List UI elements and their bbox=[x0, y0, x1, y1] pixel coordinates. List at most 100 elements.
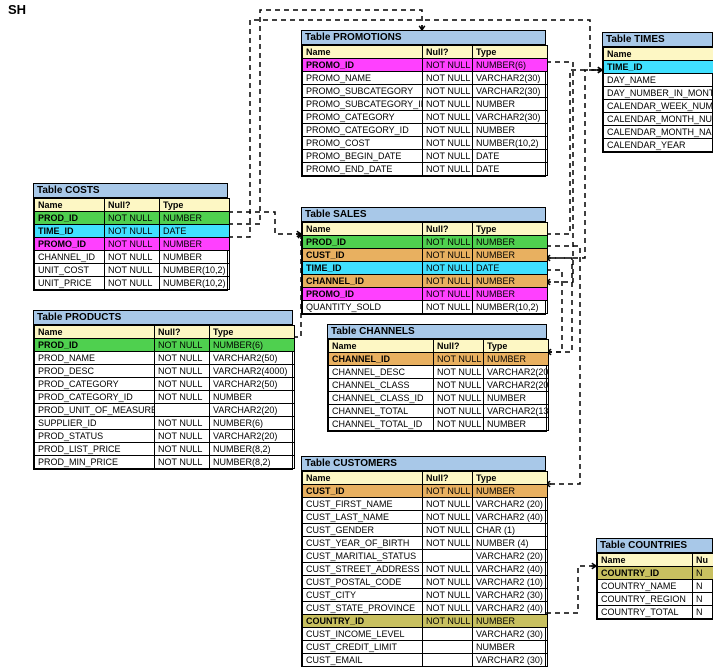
cell-name: PROD_NAME bbox=[35, 352, 155, 365]
cell-name: PROD_CATEGORY_ID bbox=[35, 391, 155, 404]
cell-name: CUST_MARITIAL_STATUS bbox=[303, 550, 423, 563]
table-row: UNIT_COSTNOT NULLNUMBER(10,2) bbox=[35, 264, 230, 277]
col-header: Null? bbox=[423, 472, 473, 485]
cell-null: NOT NULL bbox=[434, 353, 484, 366]
cell-type: VARCHAR2(30) bbox=[473, 85, 548, 98]
table-row: CALENDAR_MONTH_NUM bbox=[604, 113, 713, 126]
cell-null: NOT NULL bbox=[434, 379, 484, 392]
table-row: CHANNEL_IDNOT NULLNUMBER bbox=[303, 275, 548, 288]
cell-name: CUST_ID bbox=[303, 249, 423, 262]
cell-name: CHANNEL_CLASS_ID bbox=[329, 392, 434, 405]
table-row: CHANNEL_CLASSNOT NULLVARCHAR2(20) bbox=[329, 379, 549, 392]
cell-type: VARCHAR2 (30) bbox=[473, 589, 548, 602]
table-title: Table PROMOTIONS bbox=[302, 31, 545, 45]
cell-type: NUMBER bbox=[160, 251, 230, 264]
cell-null: NOT NULL bbox=[423, 301, 473, 314]
table-row: TIME_ID bbox=[604, 61, 713, 74]
cell-name: UNIT_COST bbox=[35, 264, 105, 277]
table-title: Table CHANNELS bbox=[328, 325, 546, 339]
cell-name: PROD_ID bbox=[35, 212, 105, 225]
cell-null: NOT NULL bbox=[105, 251, 160, 264]
table-grid: NameNull?TypePROD_IDNOT NULLNUMBERTIME_I… bbox=[34, 198, 230, 290]
cell-name: CUST_ID bbox=[303, 485, 423, 498]
cell-type: NUMBER bbox=[473, 288, 548, 301]
table-row: PROMO_IDNOT NULLNUMBER bbox=[303, 288, 548, 301]
cell-name: DAY_NUMBER_IN_MONTH bbox=[604, 87, 713, 100]
cell-null bbox=[155, 404, 210, 417]
cell-name: PROD_MIN_PRICE bbox=[35, 456, 155, 469]
table-row: PROD_UNIT_OF_MEASUREVARCHAR2(20) bbox=[35, 404, 295, 417]
cell-type: NUMBER bbox=[484, 353, 549, 366]
table-row: COUNTRY_NAMEN bbox=[598, 580, 713, 593]
relationship-line bbox=[546, 62, 573, 282]
table-title: Table SALES bbox=[302, 208, 545, 222]
cell-null: N bbox=[693, 606, 713, 619]
table-products: Table PRODUCTSNameNull?TypePROD_IDNOT NU… bbox=[33, 310, 293, 470]
table-row: COUNTRY_IDNOT NULLNUMBER bbox=[303, 615, 548, 628]
cell-null: NOT NULL bbox=[155, 339, 210, 352]
cell-null: NOT NULL bbox=[423, 236, 473, 249]
cell-type: NUMBER bbox=[473, 485, 548, 498]
cell-type: NUMBER(10,2) bbox=[160, 264, 230, 277]
table-row: PROMO_COSTNOT NULLNUMBER(10,2) bbox=[303, 137, 548, 150]
table-row: TIME_IDNOT NULLDATE bbox=[35, 225, 230, 238]
cell-name: CUST_CITY bbox=[303, 589, 423, 602]
col-header: Null? bbox=[155, 326, 210, 339]
cell-name: CUST_CREDIT_LIMIT bbox=[303, 641, 423, 654]
cell-type: VARCHAR2 (40) bbox=[473, 602, 548, 615]
cell-name: CHANNEL_DESC bbox=[329, 366, 434, 379]
cell-type: NUMBER bbox=[160, 212, 230, 225]
cell-type: NUMBER bbox=[473, 124, 548, 137]
cell-type: NUMBER(10,2) bbox=[473, 137, 548, 150]
table-grid: NameNull?TypePROD_IDNOT NULLNUMBER(6)PRO… bbox=[34, 325, 295, 469]
table-row: CHANNEL_IDNOT NULLNUMBER bbox=[329, 353, 549, 366]
cell-name: CUST_FIRST_NAME bbox=[303, 498, 423, 511]
cell-name: PROMO_ID bbox=[35, 238, 105, 251]
cell-null: NOT NULL bbox=[423, 72, 473, 85]
cell-type: DATE bbox=[160, 225, 230, 238]
cell-name: SUPPLIER_ID bbox=[35, 417, 155, 430]
cell-null: NOT NULL bbox=[105, 225, 160, 238]
cell-type: VARCHAR2 (20) bbox=[473, 498, 548, 511]
cell-name: PROMO_ID bbox=[303, 288, 423, 301]
cell-null: NOT NULL bbox=[423, 563, 473, 576]
cell-name: PROMO_ID bbox=[303, 59, 423, 72]
cell-null: NOT NULL bbox=[423, 498, 473, 511]
cell-null: NOT NULL bbox=[434, 418, 484, 431]
cell-null: NOT NULL bbox=[105, 277, 160, 290]
cell-name: CUST_POSTAL_CODE bbox=[303, 576, 423, 589]
cell-null: NOT NULL bbox=[155, 456, 210, 469]
cell-name: CHANNEL_TOTAL_ID bbox=[329, 418, 434, 431]
cell-name: PROMO_END_DATE bbox=[303, 163, 423, 176]
cell-type: NUMBER(10,2) bbox=[473, 301, 548, 314]
cell-name: CHANNEL_CLASS bbox=[329, 379, 434, 392]
table-row: PROMO_END_DATENOT NULLDATE bbox=[303, 163, 548, 176]
cell-null: NOT NULL bbox=[155, 430, 210, 443]
table-row: PROMO_NAMENOT NULLVARCHAR2(30) bbox=[303, 72, 548, 85]
table-grid: NameNuCOUNTRY_IDNCOUNTRY_NAMENCOUNTRY_RE… bbox=[597, 553, 713, 619]
cell-type: VARCHAR2(20) bbox=[484, 366, 549, 379]
table-title: Table CUSTOMERS bbox=[302, 457, 545, 471]
table-promotions: Table PROMOTIONSNameNull?TypePROMO_IDNOT… bbox=[301, 30, 546, 177]
cell-null: NOT NULL bbox=[105, 212, 160, 225]
cell-null: N bbox=[693, 580, 713, 593]
relationship-line bbox=[546, 258, 572, 352]
table-row: CUST_CREDIT_LIMITNUMBER bbox=[303, 641, 548, 654]
cell-name: DAY_NAME bbox=[604, 74, 713, 87]
cell-null: NOT NULL bbox=[423, 262, 473, 275]
cell-name: PROMO_BEGIN_DATE bbox=[303, 150, 423, 163]
table-row: COUNTRY_TOTALN bbox=[598, 606, 713, 619]
table-row: PROD_DESCNOT NULLVARCHAR2(4000) bbox=[35, 365, 295, 378]
table-row: CUST_POSTAL_CODENOT NULLVARCHAR2 (10) bbox=[303, 576, 548, 589]
table-grid: NameNull?TypeCUST_IDNOT NULLNUMBERCUST_F… bbox=[302, 471, 548, 667]
table-title: Table COUNTRIES bbox=[597, 539, 712, 553]
cell-null: NOT NULL bbox=[423, 524, 473, 537]
col-header: Null? bbox=[423, 46, 473, 59]
cell-null: NOT NULL bbox=[155, 391, 210, 404]
table-row: CUST_EMAILVARCHAR2 (30) bbox=[303, 654, 548, 667]
cell-type: VARCHAR2 (10) bbox=[473, 576, 548, 589]
table-row: CHANNEL_IDNOT NULLNUMBER bbox=[35, 251, 230, 264]
table-row: PROMO_IDNOT NULLNUMBER(6) bbox=[303, 59, 548, 72]
cell-type: NUMBER bbox=[473, 615, 548, 628]
table-row: PROMO_BEGIN_DATENOT NULLDATE bbox=[303, 150, 548, 163]
